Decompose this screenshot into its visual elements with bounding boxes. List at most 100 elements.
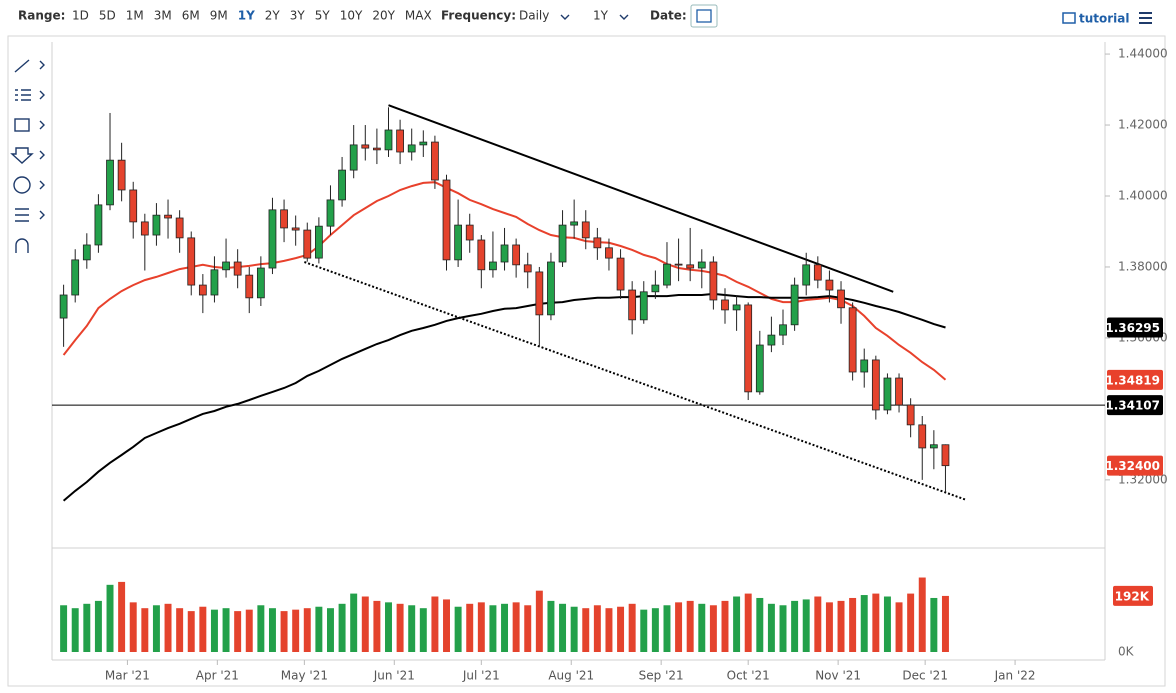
volume-bar [280,611,288,652]
trendline [304,261,967,501]
volume-bar [593,605,601,652]
volume-bar [118,581,126,652]
range-button[interactable]: 1M [126,9,144,23]
candle-body [373,147,381,151]
drawing-tools [10,59,45,253]
volume-bar [570,606,578,652]
volume-bar [686,600,694,652]
volume-bar [245,609,253,652]
candle-body [663,263,671,286]
tool-magnet[interactable] [15,238,29,253]
tool-line[interactable] [14,59,30,73]
volume-bar [895,602,903,652]
volume-bar [60,605,68,652]
range-button[interactable]: 9M [210,9,228,23]
volume-bar [756,597,764,652]
volume-bar [338,603,346,652]
candle-body [570,221,579,226]
tool-arrow[interactable] [10,147,34,164]
candle-body [941,444,950,467]
candle-body [755,344,764,393]
volume-bar [443,599,450,652]
range-button[interactable]: 6M [182,9,200,23]
candle-body [245,274,254,299]
volume-bar [709,605,717,652]
menu-button[interactable] [1139,12,1152,24]
volume-bar [350,593,358,652]
price-label-box [1107,369,1163,390]
volume-bar [930,597,938,652]
price-label: 1.36295 [1105,321,1160,335]
range-button[interactable]: 10Y [340,9,363,23]
volume-bar [385,602,392,652]
calendar-icon [696,9,712,23]
volume-bar [187,611,195,652]
candle-body [407,144,416,153]
volume-bar [767,603,775,652]
candle-body [732,304,741,311]
candle-body [686,264,695,269]
y-tick-label: 1.32000 [1118,472,1168,486]
volume-bar [326,608,334,652]
volume-bar [849,597,857,652]
volume-bar [802,599,810,652]
candle-body [349,144,358,171]
volume-bar [106,584,114,652]
range-button[interactable]: 1D [72,9,89,23]
candle-body [593,237,602,249]
range-button[interactable]: 20Y [372,9,395,23]
volume-bar [791,600,799,652]
volume-bar [83,603,91,652]
volume-label: 192K [1115,589,1150,603]
range-button[interactable]: 5Y [315,9,331,23]
candle-body [825,279,834,291]
candle-body [709,261,718,301]
candle-body [233,261,242,276]
chevron [560,14,570,20]
volume-bar [257,605,265,652]
tool-rect[interactable] [14,118,30,132]
candle-body [500,244,509,263]
candle-body [489,261,497,271]
volume-bar [744,593,752,652]
volume-bar [292,609,300,652]
range-button[interactable]: 3Y [290,9,306,23]
range-button[interactable]: 3M [154,9,172,23]
range-button[interactable]: 5D [99,9,116,23]
candle-body [848,307,857,373]
range-label: Range: [18,9,65,23]
candle-body [918,424,927,449]
x-tick-label: Jul '21 [462,669,500,683]
volume-bar [489,605,497,652]
x-tick-label: May '21 [281,669,328,683]
period-select[interactable]: 1Y [593,9,609,23]
tool-levels[interactable] [15,208,29,222]
tool-note[interactable] [13,176,31,194]
volume-bar [524,605,532,652]
volume-bar [129,602,137,652]
volume-bar [315,606,323,652]
candle-body [581,221,590,239]
candle-body [605,247,613,259]
tutorial-link[interactable]: tutorial [1079,12,1130,26]
tool-fib[interactable] [15,89,31,101]
range-button[interactable]: MAX [405,9,432,23]
volume-bar [837,600,845,652]
candle-body [256,267,265,299]
candle-body [744,304,753,393]
x-tick-label: Sep '21 [639,669,684,683]
candle-body [512,244,521,266]
candle-body [813,264,822,281]
frequency-select[interactable]: Daily [519,9,549,23]
volume-bar [141,608,149,652]
candle-body [837,289,845,309]
price-label: 1.34107 [1105,399,1160,413]
range-button[interactable]: 2Y [265,9,281,23]
moving-average [62,181,947,381]
candle-body [860,359,869,373]
date-picker[interactable] [690,4,718,28]
volume-bar [733,596,741,652]
range-button[interactable]: 1Y [238,9,255,23]
tutorial-icon [1062,12,1076,24]
candle-body [790,284,799,326]
